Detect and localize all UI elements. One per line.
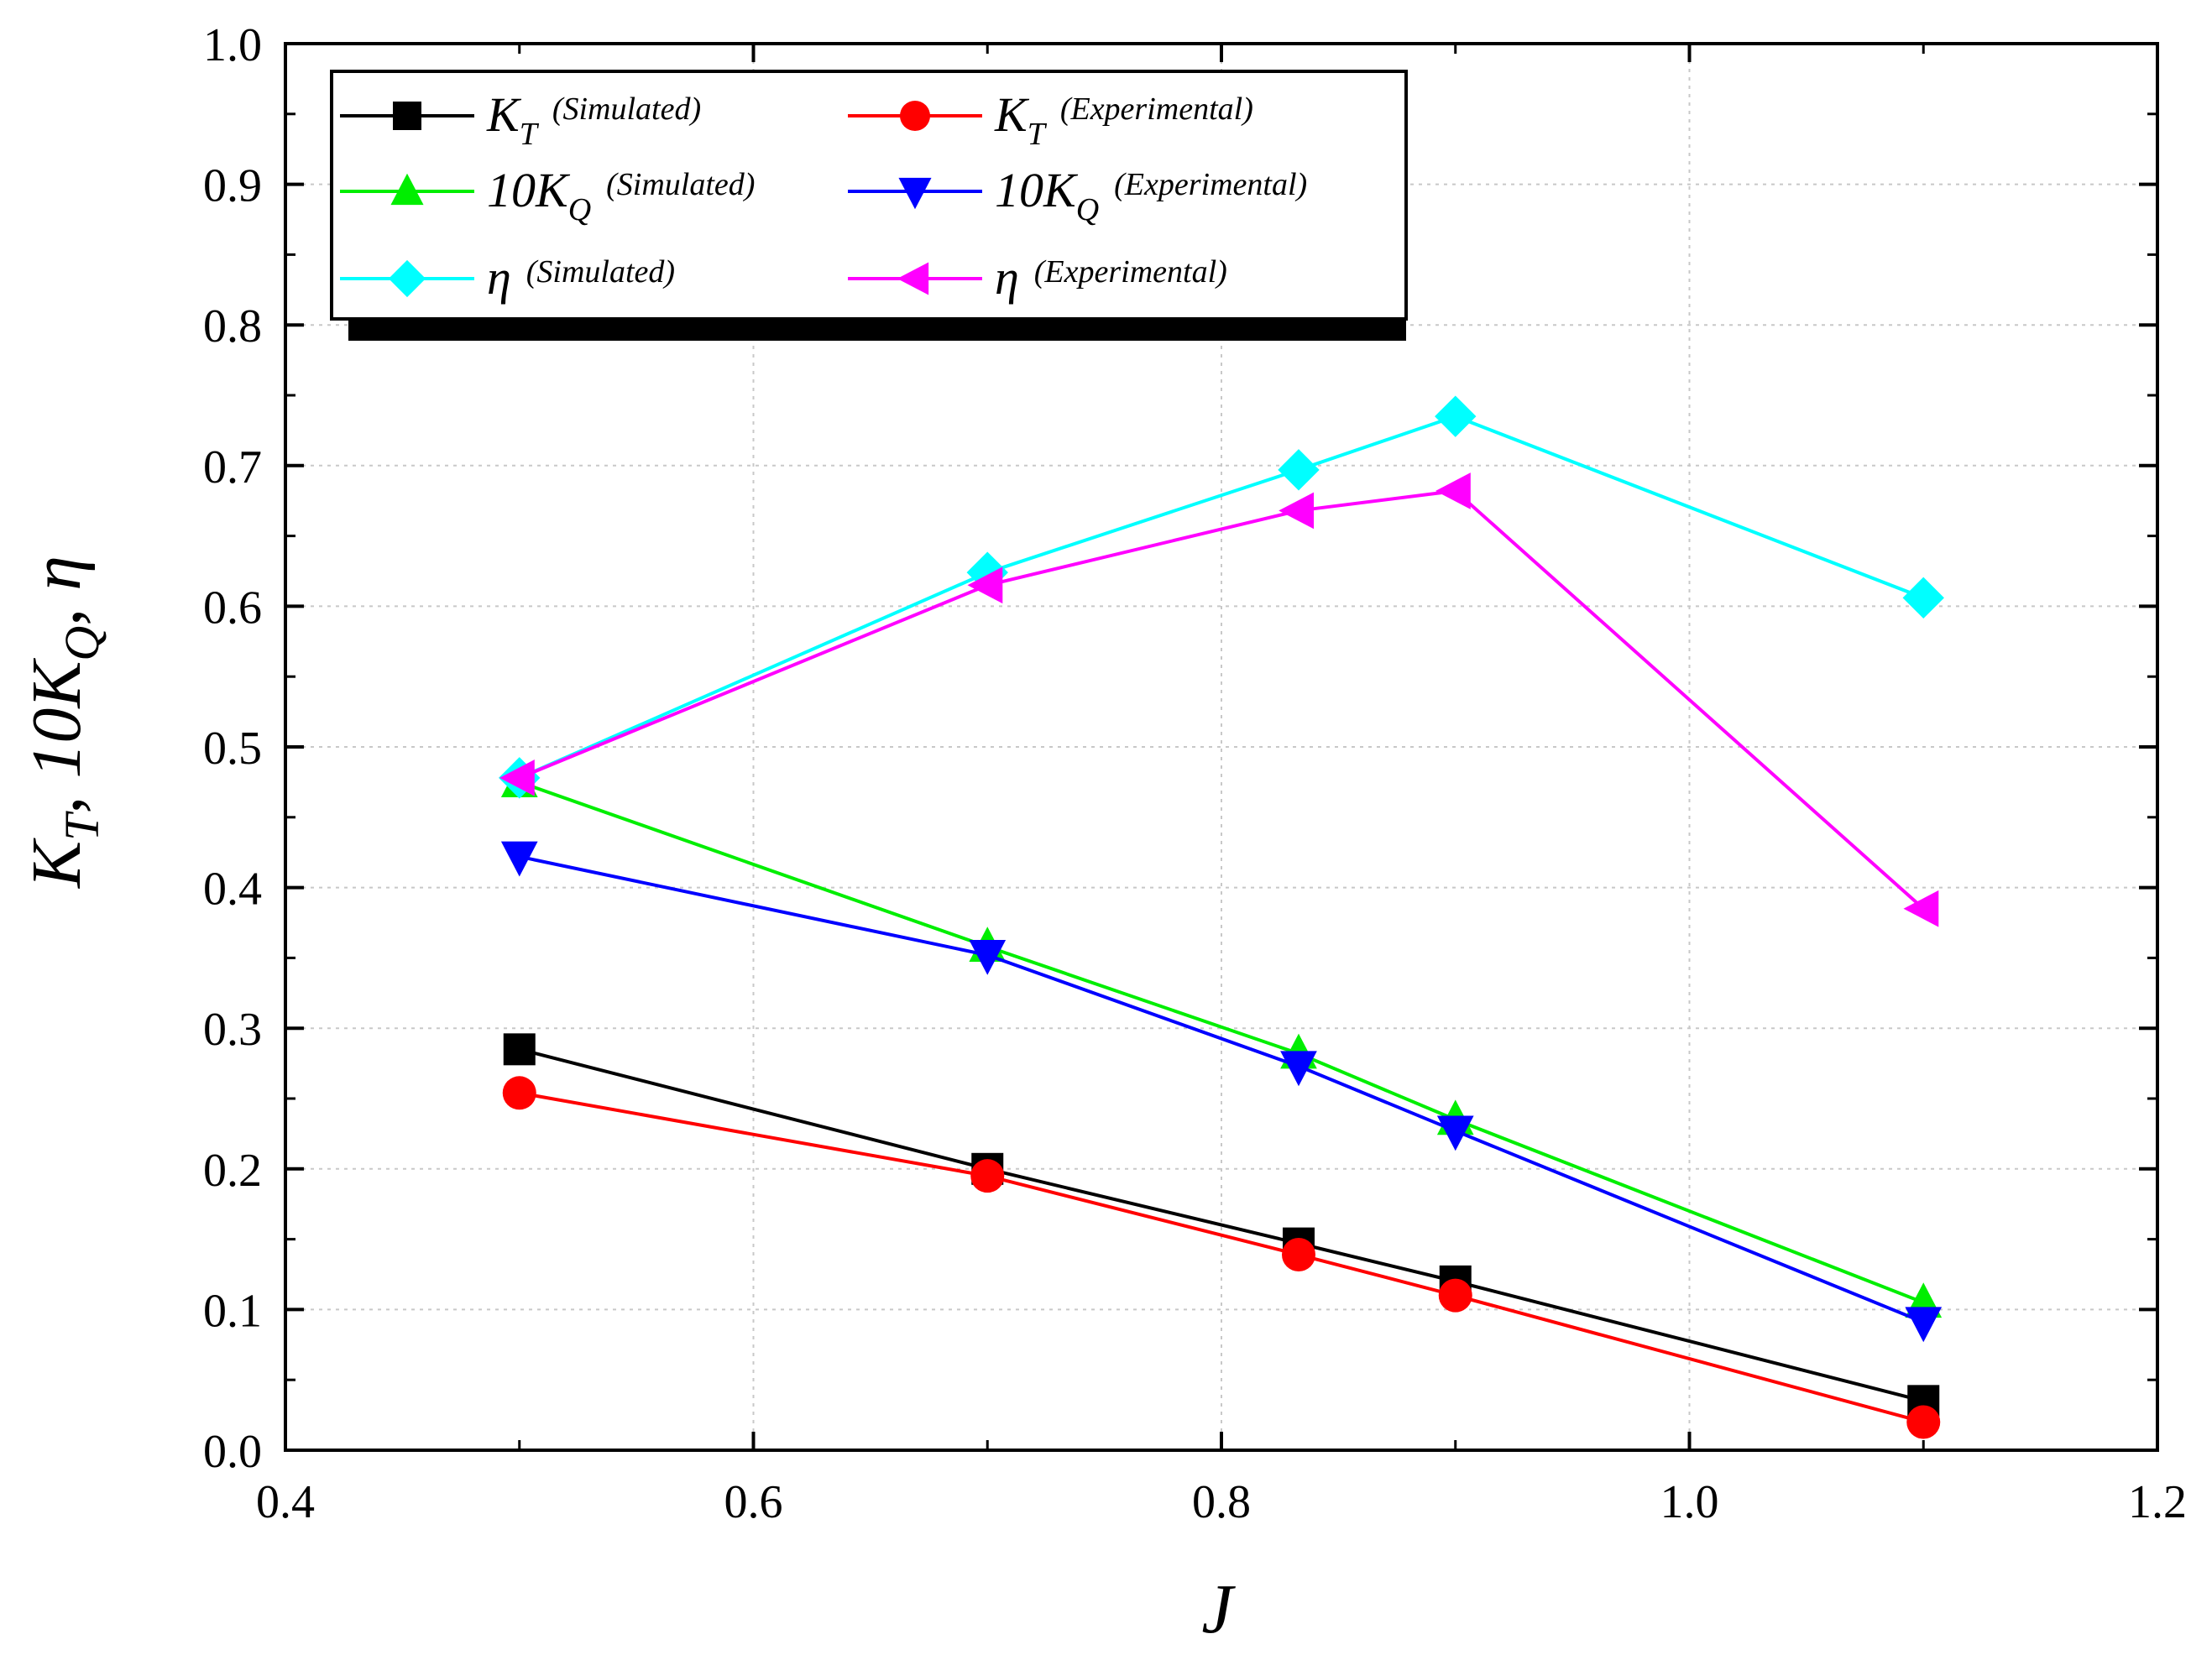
x-tick-label: 0.4 bbox=[256, 1476, 315, 1528]
y-tick-label: 0.9 bbox=[203, 160, 262, 212]
data-point-eta-exp bbox=[499, 760, 535, 796]
legend-marker bbox=[393, 102, 421, 130]
series-kt-exp bbox=[502, 1076, 1941, 1439]
y-title-kt: K bbox=[18, 838, 96, 889]
data-point-eta-exp bbox=[1279, 492, 1315, 530]
data-point-kt-sim bbox=[503, 1033, 536, 1066]
y-tick-label: 0.5 bbox=[203, 723, 262, 775]
data-point-kq-exp bbox=[1436, 1115, 1474, 1151]
y-tick-label: 0.1 bbox=[203, 1285, 262, 1337]
data-point-eta-sim bbox=[1435, 395, 1477, 437]
legend-marker bbox=[897, 262, 929, 295]
data-point-kq-exp bbox=[1905, 1307, 1943, 1343]
legend-subscript: Q bbox=[1076, 192, 1099, 227]
series-layer bbox=[499, 395, 1944, 1439]
data-point-kt-exp bbox=[1906, 1405, 1941, 1439]
legend-marker bbox=[390, 173, 424, 206]
legend-subscript: T bbox=[520, 117, 540, 152]
legend-note: (Experimental) bbox=[1060, 91, 1253, 127]
legend-item-kt-sim: KT (Simulated) bbox=[340, 87, 701, 152]
data-point-kt-exp bbox=[1281, 1238, 1315, 1272]
data-point-kq-exp bbox=[1280, 1051, 1317, 1087]
y-tick-label: 0.4 bbox=[203, 864, 262, 916]
legend-symbol: K bbox=[486, 87, 522, 142]
legend-symbol: 10K bbox=[487, 163, 571, 217]
x-tick-label: 1.0 bbox=[1660, 1476, 1719, 1528]
data-point-kt-exp bbox=[970, 1159, 1005, 1193]
series-kq-exp bbox=[500, 841, 1943, 1343]
legend-label: KT (Simulated) bbox=[486, 87, 701, 152]
legend-symbol: 10K bbox=[995, 163, 1079, 217]
legend-note: (Simulated) bbox=[552, 91, 701, 127]
legend-subscript: T bbox=[1028, 117, 1048, 152]
legend-symbol: η bbox=[995, 250, 1019, 305]
legend-marker bbox=[900, 101, 930, 131]
legend-subscript: Q bbox=[568, 192, 591, 227]
y-title-kq: 10K bbox=[18, 658, 96, 779]
y-title-kq-sub: Q bbox=[55, 626, 109, 661]
y-title-sep-1: , bbox=[18, 779, 96, 814]
legend-note: (Simulated) bbox=[606, 167, 755, 202]
data-point-kt-exp bbox=[502, 1076, 536, 1110]
legend-note: (Experimental) bbox=[1034, 254, 1227, 290]
data-point-eta-exp bbox=[967, 566, 1003, 604]
x-tick-label: 0.8 bbox=[1192, 1476, 1251, 1528]
legend-marker bbox=[898, 177, 932, 210]
legend-label: 10KQ (Simulated) bbox=[487, 163, 755, 227]
y-tick-label: 0.2 bbox=[203, 1145, 262, 1197]
x-axis-title: J bbox=[1201, 1570, 1236, 1648]
y-tick-label: 0.3 bbox=[203, 1004, 262, 1056]
data-point-eta-sim bbox=[1278, 449, 1320, 491]
legend-item-kq-exp: 10KQ (Experimental) bbox=[848, 163, 1307, 227]
legend-label: η (Simulated) bbox=[487, 250, 675, 305]
legend-note: (Simulated) bbox=[526, 254, 675, 290]
y-title-kt-sub: T bbox=[55, 811, 109, 841]
data-point-kq-exp bbox=[969, 939, 1007, 975]
x-tick-label: 1.2 bbox=[2128, 1476, 2187, 1528]
series-eta-exp bbox=[499, 472, 1939, 927]
y-axis-title: KT, 10KQ, η bbox=[18, 556, 109, 889]
y-tick-label: 0.0 bbox=[203, 1426, 262, 1478]
x-tick-label: 0.6 bbox=[724, 1476, 783, 1528]
legend: KT(Simulated) KT(Experimental)10KQ(Simula… bbox=[330, 70, 1408, 341]
y-title-eta: η bbox=[18, 556, 96, 591]
data-point-kq-exp bbox=[500, 841, 538, 877]
y-tick-label: 1.0 bbox=[203, 19, 262, 71]
legend-note: (Experimental) bbox=[1114, 167, 1307, 202]
legend-shadow-bar bbox=[348, 321, 1406, 341]
legend-item-eta-exp: η (Experimental) bbox=[848, 250, 1227, 305]
legend-label: 10KQ (Experimental) bbox=[995, 163, 1307, 227]
legend-symbol: η bbox=[487, 250, 511, 305]
legend-item-kt-exp: KT (Experimental) bbox=[848, 87, 1253, 152]
data-point-kt-exp bbox=[1438, 1278, 1472, 1313]
y-tick-label: 0.7 bbox=[203, 441, 262, 493]
legend-symbol: K bbox=[994, 87, 1030, 142]
legend-label: KT (Experimental) bbox=[994, 87, 1253, 152]
data-point-eta-exp bbox=[1903, 890, 1939, 927]
y-tick-label: 0.8 bbox=[203, 300, 262, 352]
legend-item-eta-sim: η (Simulated) bbox=[340, 250, 675, 305]
legend-item-kq-sim: 10KQ (Simulated) bbox=[340, 163, 755, 227]
y-title-sep-2: , bbox=[18, 591, 96, 626]
data-point-eta-sim bbox=[1902, 577, 1944, 619]
axes: 0.0 0.1 0.2 0.3 0.4 0.5 0.6 0.7 0.8 0.9 1.0 0.4 0.6 0… bbox=[203, 19, 2187, 1528]
legend-label: η (Experimental) bbox=[995, 250, 1227, 305]
data-point-eta-exp bbox=[1435, 472, 1471, 509]
y-tick-label: 0.6 bbox=[203, 582, 262, 634]
legend-marker bbox=[388, 259, 426, 298]
